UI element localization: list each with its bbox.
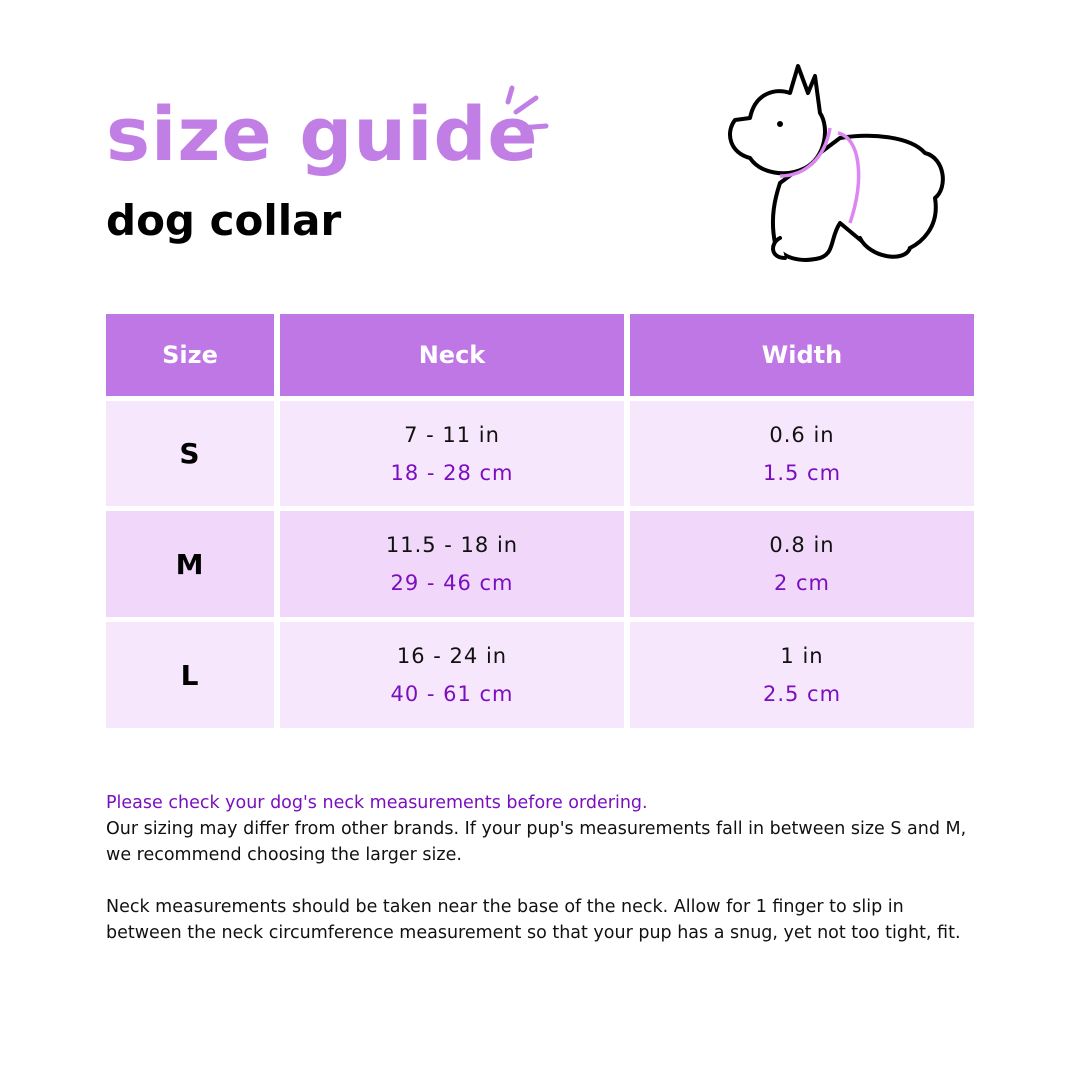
sparkle-icon: [505, 85, 549, 131]
notes-highlight: Please check your dog's neck measurement…: [106, 793, 648, 813]
neck-cm: 40 - 61 cm: [390, 682, 514, 706]
neck-cell: 16 - 24 in 40 - 61 cm: [280, 622, 624, 728]
neck-cell: 7 - 11 in 18 - 28 cm: [280, 401, 624, 506]
width-cm: 1.5 cm: [762, 460, 842, 485]
size-table: Size Neck Width S 7 - 11 in 18 - 28 cm 0.…: [106, 314, 974, 728]
page-title: size guide: [106, 92, 539, 178]
notes-paragraph-1: Our sizing may differ from other brands.…: [106, 819, 967, 865]
width-cm: 2.5 cm: [762, 682, 842, 706]
dog-with-collar-icon: [728, 64, 945, 262]
width-in: 0.6 in: [769, 422, 835, 447]
header-size: Size: [106, 314, 274, 396]
width-cell: 0.8 in 2 cm: [630, 511, 974, 617]
neck-in: 11.5 - 18 in: [385, 533, 519, 557]
neck-cell: 11.5 - 18 in 29 - 46 cm: [280, 511, 624, 617]
header-neck: Neck: [280, 314, 624, 396]
size-cell: L: [106, 622, 274, 728]
width-in: 0.8 in: [769, 533, 835, 557]
width-cm: 2 cm: [773, 571, 831, 595]
neck-in: 16 - 24 in: [396, 644, 508, 668]
width-in: 1 in: [780, 644, 824, 668]
width-cell: 0.6 in 1.5 cm: [630, 401, 974, 506]
neck-in: 7 - 11 in: [404, 422, 500, 447]
notes: Please check your dog's neck measurement…: [106, 790, 976, 946]
notes-paragraph-2: Neck measurements should be taken near t…: [106, 897, 961, 943]
width-cell: 1 in 2.5 cm: [630, 622, 974, 728]
page-subtitle: dog collar: [106, 196, 342, 245]
neck-cm: 18 - 28 cm: [390, 460, 514, 485]
neck-cm: 29 - 46 cm: [390, 571, 514, 595]
size-cell: M: [106, 511, 274, 617]
size-cell: S: [106, 401, 274, 506]
header-width: Width: [630, 314, 974, 396]
